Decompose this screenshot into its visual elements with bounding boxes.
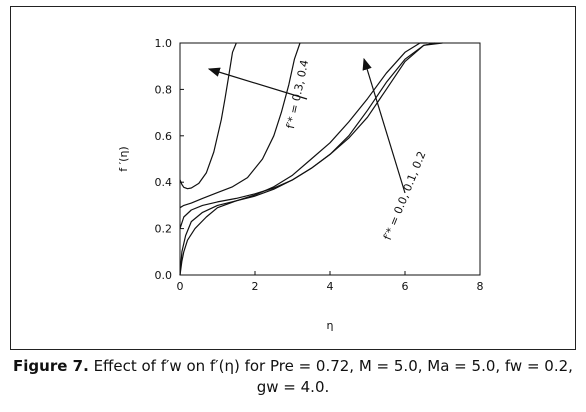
- x-tick-label: 6: [402, 280, 409, 293]
- annotation-lower: f′* = 0.0, 0.1, 0.2: [381, 149, 428, 242]
- caption-label: Figure 7.: [13, 357, 89, 375]
- y-tick-label: 0.0: [155, 269, 173, 282]
- y-tick-label: 0.6: [155, 130, 173, 143]
- x-tick-label: 0: [177, 280, 184, 293]
- y-tick-label: 0.2: [155, 223, 173, 236]
- y-tick-label: 0.4: [155, 176, 173, 189]
- figure-caption: Figure 7. Effect of f′w on f′(η) for Pre…: [0, 356, 586, 398]
- x-tick-label: 2: [252, 280, 259, 293]
- x-tick-label: 8: [477, 280, 484, 293]
- curves: [179, 42, 443, 276]
- y-tick-label: 1.0: [155, 37, 173, 50]
- chart: 0 2 4 6 8 0.0 0.2 0.4 0.6 0.8 1.0 f ′(η) η f′* = 0…: [117, 37, 484, 332]
- y-axis-label: f ′(η): [117, 146, 130, 171]
- series-line-5: [179, 42, 428, 276]
- arrow-lower: [362, 57, 406, 194]
- series-line-4: [179, 42, 436, 276]
- annotation-upper: f′* = 0.3, 0.4: [284, 59, 311, 130]
- x-tick-label: 4: [327, 280, 334, 293]
- series-line-1: [179, 42, 237, 190]
- ticks: 0 2 4 6 8 0.0 0.2 0.4 0.6 0.8 1.0: [155, 37, 484, 293]
- figure-frame: 0 2 4 6 8 0.0 0.2 0.4 0.6 0.8 1.0 f ′(η) η f′* = 0…: [10, 6, 576, 350]
- arrow-upper: [207, 67, 308, 100]
- series-line-2: [179, 42, 301, 209]
- y-tick-label: 0.8: [155, 83, 173, 96]
- x-axis-label: η: [327, 319, 334, 332]
- plot-area: [179, 42, 481, 276]
- caption-text: Effect of f′w on f′(η) for Pre = 0.72, M…: [93, 357, 573, 396]
